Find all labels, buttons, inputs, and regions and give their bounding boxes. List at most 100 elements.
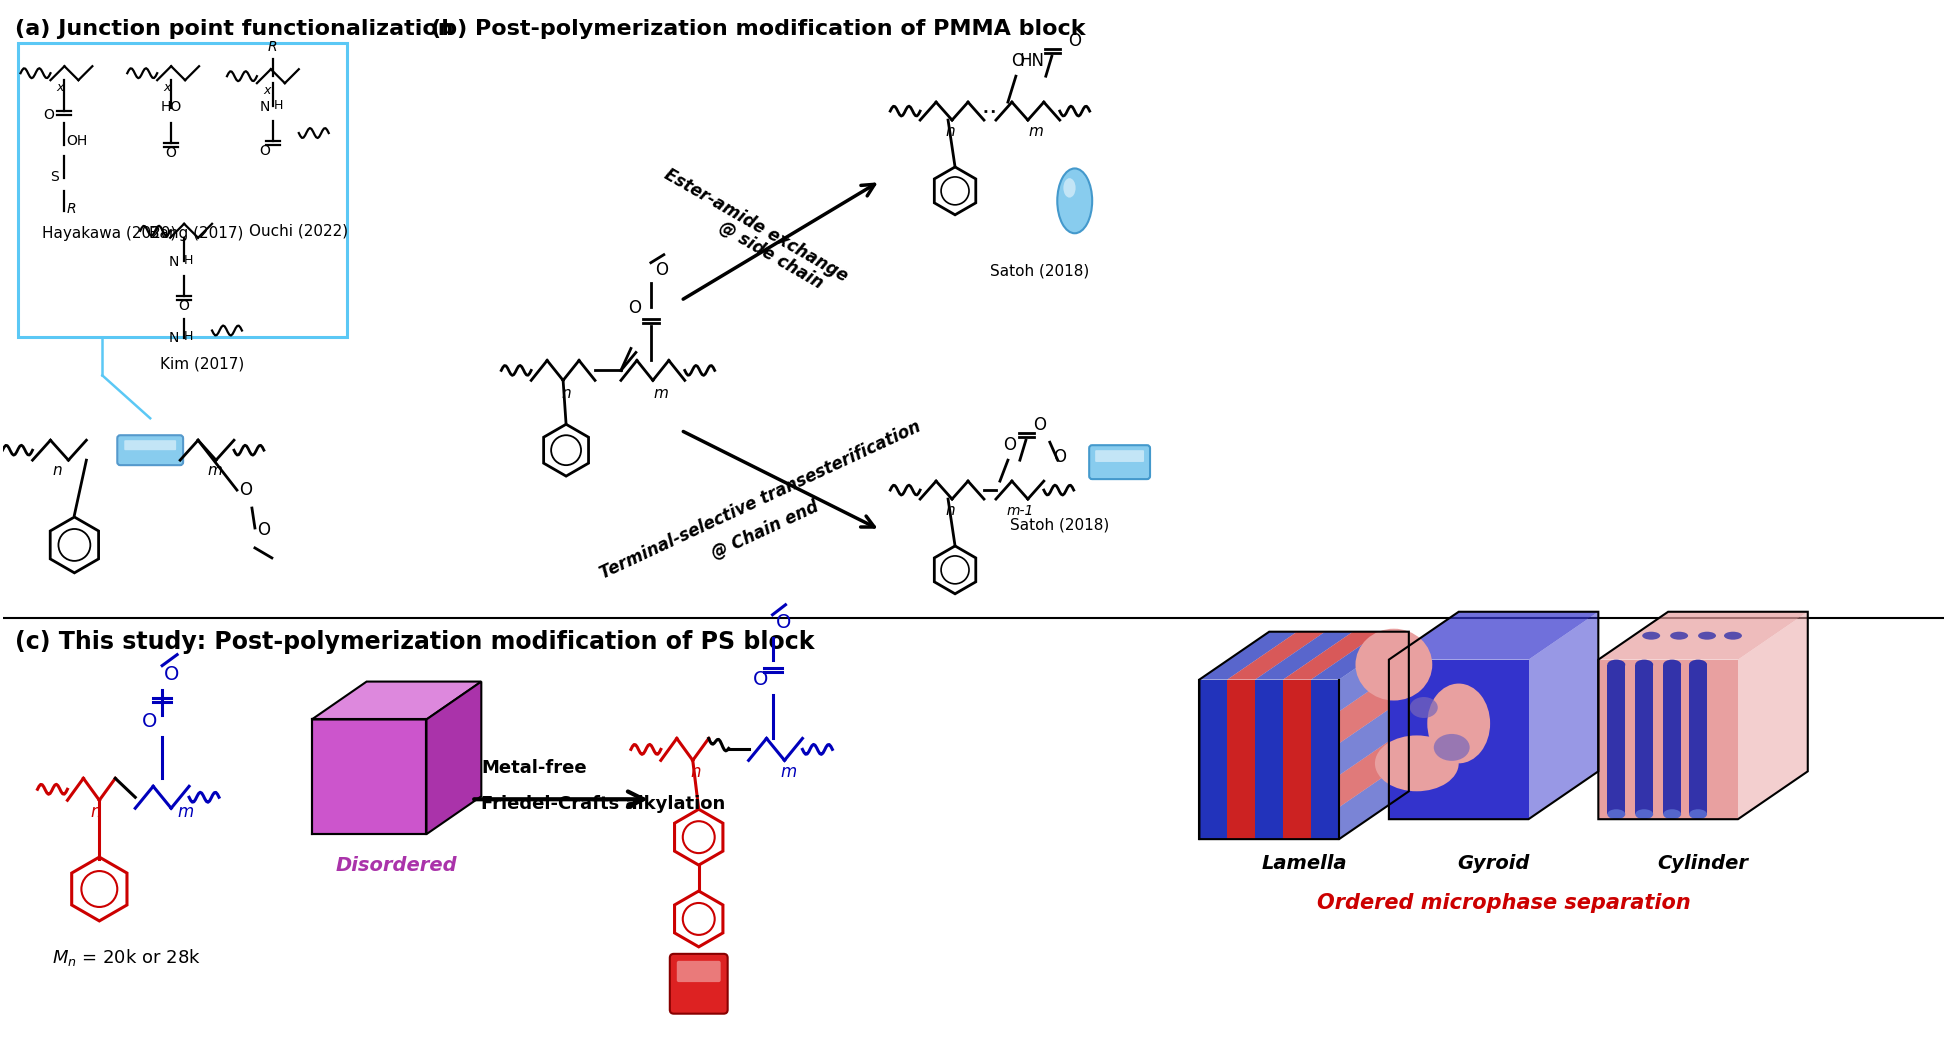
- Polygon shape: [312, 681, 481, 719]
- Ellipse shape: [1433, 734, 1470, 761]
- Text: Friedel-Crafts alkylation: Friedel-Crafts alkylation: [481, 795, 726, 813]
- Text: O: O: [142, 713, 158, 731]
- Text: O: O: [165, 146, 177, 160]
- Text: m: m: [1028, 124, 1044, 139]
- Text: O: O: [654, 260, 668, 278]
- Polygon shape: [312, 719, 426, 835]
- Text: Satoh (2018): Satoh (2018): [1010, 518, 1110, 532]
- FancyBboxPatch shape: [678, 961, 720, 983]
- Ellipse shape: [1427, 684, 1489, 764]
- Text: S: S: [51, 170, 58, 183]
- Text: n: n: [691, 764, 701, 782]
- Text: O: O: [1053, 448, 1067, 466]
- Polygon shape: [1388, 612, 1598, 660]
- Ellipse shape: [1355, 628, 1433, 700]
- Text: Cylinder: Cylinder: [1657, 854, 1748, 873]
- FancyBboxPatch shape: [18, 44, 347, 338]
- Polygon shape: [1340, 727, 1410, 808]
- Text: n: n: [944, 503, 954, 518]
- Polygon shape: [1598, 612, 1807, 660]
- Polygon shape: [1199, 679, 1227, 839]
- Polygon shape: [1635, 665, 1653, 814]
- Text: H: H: [185, 253, 193, 267]
- Polygon shape: [1283, 679, 1310, 839]
- Text: Ester-amide exchange: Ester-amide exchange: [660, 166, 851, 286]
- Polygon shape: [1310, 631, 1410, 679]
- Text: x: x: [56, 81, 64, 94]
- Text: (c) This study: Post-polymerization modification of PS block: (c) This study: Post-polymerization modi…: [14, 629, 814, 653]
- Polygon shape: [1690, 665, 1708, 814]
- Text: O: O: [1067, 32, 1081, 50]
- Ellipse shape: [1608, 810, 1626, 819]
- Text: O: O: [753, 670, 769, 689]
- Polygon shape: [1340, 631, 1410, 712]
- Text: O: O: [239, 481, 251, 499]
- Text: n: n: [90, 803, 101, 821]
- Text: Metal-free: Metal-free: [481, 760, 586, 777]
- Text: O: O: [1010, 52, 1024, 70]
- Text: H: H: [275, 99, 282, 113]
- FancyBboxPatch shape: [1094, 450, 1145, 462]
- Text: Lamella: Lamella: [1262, 854, 1347, 873]
- Text: O: O: [259, 144, 271, 158]
- Ellipse shape: [1635, 810, 1653, 819]
- Ellipse shape: [1663, 810, 1680, 819]
- Text: Bang (2017): Bang (2017): [150, 226, 243, 241]
- Ellipse shape: [1375, 736, 1458, 791]
- Text: Terminal-selective transesterification: Terminal-selective transesterification: [598, 418, 925, 582]
- Text: m: m: [208, 463, 222, 478]
- Polygon shape: [1227, 631, 1326, 679]
- Polygon shape: [1227, 679, 1256, 839]
- Polygon shape: [1256, 631, 1353, 679]
- Text: N: N: [169, 331, 179, 346]
- Text: Satoh (2018): Satoh (2018): [991, 264, 1090, 278]
- Polygon shape: [1528, 612, 1598, 819]
- Text: HO: HO: [160, 100, 181, 114]
- Text: O: O: [1003, 437, 1016, 454]
- Text: (a) Junction point functionalization: (a) Junction point functionalization: [14, 20, 454, 40]
- Polygon shape: [1608, 665, 1626, 814]
- Text: x: x: [263, 84, 271, 97]
- Text: m-1: m-1: [1007, 504, 1034, 518]
- Polygon shape: [1310, 679, 1340, 839]
- Text: H: H: [185, 330, 193, 344]
- Text: n: n: [53, 463, 62, 478]
- Text: O: O: [257, 521, 271, 539]
- Text: Kim (2017): Kim (2017): [160, 356, 245, 371]
- Ellipse shape: [1690, 660, 1708, 670]
- Text: m: m: [177, 803, 193, 821]
- Text: Ouchi (2022): Ouchi (2022): [249, 224, 349, 239]
- Ellipse shape: [1608, 660, 1626, 670]
- Text: Hayakawa (2020): Hayakawa (2020): [43, 226, 177, 241]
- Text: O: O: [164, 665, 179, 684]
- Ellipse shape: [1698, 631, 1715, 640]
- Polygon shape: [1340, 664, 1410, 743]
- Text: Disordered: Disordered: [335, 857, 458, 875]
- Polygon shape: [426, 681, 481, 835]
- Text: n: n: [561, 387, 570, 401]
- Text: (b) Post-polymerization modification of PMMA block: (b) Post-polymerization modification of …: [432, 20, 1086, 40]
- Text: x: x: [164, 81, 171, 94]
- Polygon shape: [1739, 612, 1807, 819]
- Polygon shape: [1199, 631, 1297, 679]
- FancyBboxPatch shape: [670, 953, 728, 1014]
- Ellipse shape: [1057, 169, 1092, 233]
- Polygon shape: [1340, 695, 1410, 775]
- Polygon shape: [1283, 631, 1380, 679]
- Text: @ side chain: @ side chain: [715, 219, 826, 293]
- Text: O: O: [775, 613, 790, 631]
- Ellipse shape: [1641, 631, 1661, 640]
- Polygon shape: [1663, 665, 1680, 814]
- Text: n: n: [944, 124, 954, 139]
- Text: @ Chain end: @ Chain end: [709, 497, 822, 563]
- Ellipse shape: [1671, 631, 1688, 640]
- Text: O: O: [43, 108, 55, 122]
- Text: HN: HN: [1020, 52, 1044, 70]
- Ellipse shape: [1690, 810, 1708, 819]
- Text: R: R: [66, 202, 76, 216]
- Ellipse shape: [1410, 697, 1437, 718]
- Text: N: N: [259, 100, 271, 114]
- FancyBboxPatch shape: [117, 436, 183, 465]
- Ellipse shape: [1063, 178, 1075, 198]
- Text: m: m: [654, 387, 668, 401]
